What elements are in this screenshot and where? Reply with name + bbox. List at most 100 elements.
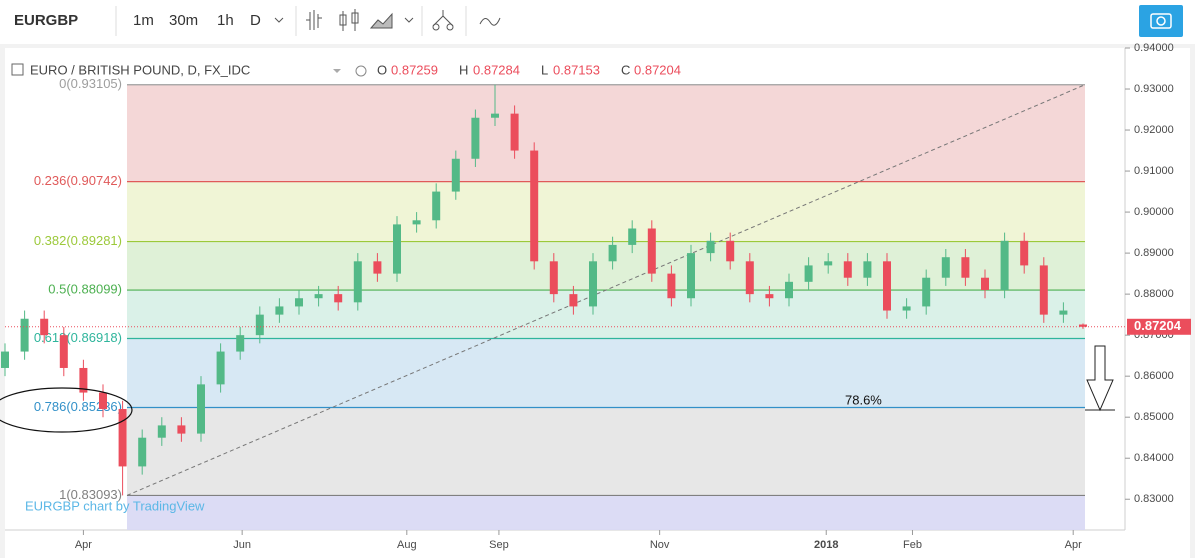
watermark: EURGBP chart by TradingView — [25, 498, 205, 513]
candle-body — [726, 240, 735, 262]
ohlc-value: 0.87259 — [391, 62, 438, 77]
fib-label: 1(0.83093) — [59, 487, 122, 502]
y-tick-label: 0.86000 — [1134, 370, 1174, 382]
candle-body — [412, 220, 421, 225]
x-tick-label: Sep — [489, 539, 509, 551]
candle-body — [843, 261, 852, 278]
candle-body — [432, 191, 441, 221]
x-tick-label: Apr — [1065, 539, 1082, 551]
candle-body — [255, 314, 264, 336]
dropdown-icon[interactable] — [404, 17, 414, 23]
candle-body — [765, 294, 774, 299]
highlight-ellipse — [0, 387, 133, 433]
fib-zone — [127, 338, 1085, 408]
candle-body — [687, 253, 695, 299]
area-icon[interactable] — [369, 12, 393, 29]
candle-body — [961, 257, 970, 278]
candle-body — [589, 261, 597, 307]
candle-body — [118, 408, 127, 467]
fib-zone — [127, 181, 1085, 242]
fib-zone — [127, 495, 1085, 530]
ohlc-label: H — [459, 62, 468, 77]
candle-body — [138, 437, 147, 467]
visibility-icon[interactable] — [355, 65, 367, 77]
ohlc-value: 0.87284 — [473, 62, 520, 77]
ohlc-label: C — [621, 62, 630, 77]
candle-body — [471, 117, 480, 159]
symbol[interactable]: EURGBP — [14, 12, 78, 29]
candle-body — [1, 351, 9, 368]
candle-body — [647, 228, 656, 274]
collapse-icon[interactable] — [11, 63, 24, 76]
candle-body — [530, 150, 539, 262]
candle-body — [1059, 310, 1068, 315]
fib-label: 0(0.93105) — [59, 76, 122, 91]
interval[interactable]: 30m — [169, 12, 198, 29]
compare-icon[interactable] — [479, 17, 501, 26]
chart-title: EURO / BRITISH POUND, D, FX_IDC — [30, 62, 250, 77]
candle-body — [706, 240, 715, 254]
time-axis — [5, 530, 1190, 558]
candle-body — [785, 281, 793, 299]
candles-icon — [339, 14, 347, 26]
price-tag-label: 0.87204 — [1134, 318, 1182, 333]
candle-body — [157, 425, 166, 438]
candle-body — [902, 306, 911, 311]
ohlc-value: 0.87153 — [553, 62, 600, 77]
x-tick-label: Aug — [397, 539, 417, 551]
fib-label: 0.786(0.85236) — [34, 399, 122, 414]
candle-body — [177, 425, 186, 434]
candle-body — [236, 335, 245, 352]
y-tick-label: 0.84000 — [1134, 452, 1174, 464]
dropdown-icon[interactable] — [274, 17, 284, 23]
x-tick-label: Nov — [650, 539, 670, 551]
interval[interactable]: D — [250, 12, 261, 29]
candle-body — [99, 392, 107, 409]
candle-body — [20, 318, 29, 352]
indicators-icon[interactable] — [432, 10, 454, 27]
candle-body — [510, 113, 519, 151]
x-tick-label: Jun — [233, 539, 251, 551]
candle-body — [569, 294, 578, 307]
x-tick-label: Feb — [903, 539, 922, 551]
candle-body — [628, 228, 637, 245]
interval[interactable]: 1h — [217, 12, 234, 29]
y-tick-label: 0.92000 — [1134, 124, 1174, 136]
y-tick-label: 0.89000 — [1134, 247, 1174, 259]
x-tick-label: Apr — [75, 539, 92, 551]
indicators-icon — [432, 23, 440, 31]
fib-label: 0.236(0.90742) — [34, 173, 122, 188]
candle-body — [922, 277, 931, 307]
candle-body — [1020, 240, 1029, 266]
candle-body — [353, 261, 362, 303]
snapshot-button[interactable] — [1139, 5, 1183, 37]
trend-line — [126, 84, 1086, 496]
bars-icon[interactable] — [306, 10, 322, 30]
candle-body — [941, 257, 950, 278]
fib-zone — [127, 84, 1085, 182]
candle-body — [1000, 240, 1009, 291]
y-tick-label: 0.90000 — [1134, 206, 1174, 218]
fib-label: 0.618(0.86918) — [34, 330, 122, 345]
candle-body — [667, 273, 676, 299]
y-tick-label: 0.83000 — [1134, 493, 1174, 505]
candle-body — [295, 298, 303, 307]
fib-label: 0.5(0.88099) — [48, 282, 122, 297]
fib-zone — [127, 407, 1085, 496]
candle-body — [491, 113, 499, 118]
camera-icon — [1156, 16, 1166, 26]
candle-body — [197, 384, 205, 434]
dropdown-icon[interactable] — [333, 69, 341, 73]
candle-body — [216, 351, 225, 385]
candle-body — [59, 335, 68, 368]
interval[interactable]: 1m — [133, 12, 154, 29]
camera-icon — [1150, 13, 1172, 29]
fib-zone — [127, 241, 1085, 291]
y-tick-label: 0.93000 — [1134, 83, 1174, 95]
toolbar — [0, 0, 1195, 44]
candle-body — [883, 261, 891, 311]
annotation: 78.6% — [845, 392, 882, 407]
candle-body — [804, 265, 813, 282]
x-tick-label: 2018 — [814, 539, 838, 551]
